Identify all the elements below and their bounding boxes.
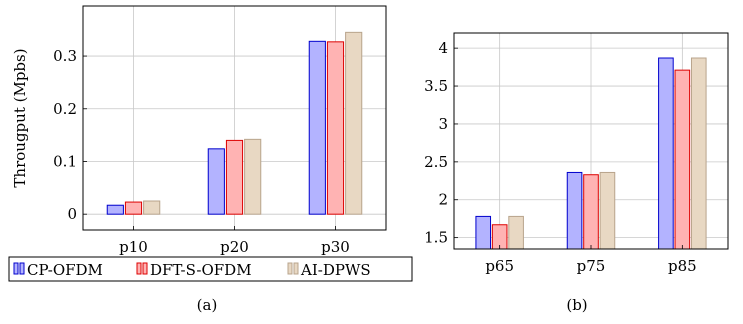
legend-item-dft-s-ofdm: DFT-S-OFDM [136,261,252,279]
legend-swatch [293,262,299,275]
y-tick-label: 0.1 [53,152,77,170]
y-tick-label: 3.5 [424,77,448,95]
bar-ai-dpws-p30 [345,31,363,215]
x-tick-label: p30 [321,238,350,256]
y-tick-label: 0.3 [53,47,77,65]
legend-item-cp-ofdm: CP-OFDM [13,261,103,279]
chart-b: 1.5 2 2.5 3 3.5 4 p65 p75 p85 [424,32,729,275]
legend-swatch [19,262,25,275]
bar-ai-dpws-p10 [143,200,161,215]
bar-cp-ofdm-p75 [566,171,583,250]
legend-swatch [13,262,19,275]
bar-ai-dpws-p65 [508,215,524,250]
y-tick-label: 4 [438,39,448,57]
legend-label: DFT-S-OFDM [150,261,252,279]
bar-ai-dpws-p20 [244,138,262,215]
legend-swatch [287,262,293,275]
bar-dft-s-ofdm-p85 [674,69,691,250]
caption-b: (b) [566,296,587,314]
y-axis-label: Througput (Mpbs) [11,48,29,187]
bar-cp-ofdm-p10 [106,204,124,215]
legend-item-ai-dpws: AI-DPWS [287,261,371,279]
bar-cp-ofdm-p65 [475,215,492,250]
y-tick-label: 0.2 [53,100,77,118]
bar-dft-s-ofdm-p20 [225,139,244,215]
legend-swatch [142,262,148,275]
plot-frame [82,5,387,231]
caption-a: (a) [197,296,218,314]
legend: CP-OFDM DFT-S-OFDM AI-DPWS [8,256,413,282]
x-tick-label: p20 [220,238,249,256]
bar-ai-dpws-p75 [599,171,616,250]
legend-swatch [136,262,142,275]
legend-box [8,256,413,282]
legend-label: AI-DPWS [300,261,371,279]
y-tick-label: 2 [438,191,448,209]
plot-frame [453,32,729,250]
x-tick-label: p85 [668,257,697,275]
bar-dft-s-ofdm-p10 [124,201,143,215]
x-tick-label: p65 [485,257,514,275]
bar-cp-ofdm-p20 [207,148,225,215]
bar-dft-s-ofdm-p30 [326,41,345,215]
y-tick-label: 1.5 [424,229,448,247]
bar-ai-dpws-p85 [690,57,707,250]
bar-cp-ofdm-p85 [658,57,674,250]
y-tick-label: 3 [438,115,448,133]
bar-cp-ofdm-p30 [308,40,326,215]
y-tick-label: 2.5 [424,153,448,171]
x-tick-label: p10 [119,238,148,256]
y-tick-label: 0 [67,205,77,223]
chart-a: 0 0.1 0.2 0.3 p10 p20 p30 Througput (Mpbs) [11,5,387,256]
x-tick-label: p75 [577,257,606,275]
legend-label: CP-OFDM [27,261,103,279]
bar-dft-s-ofdm-p75 [583,174,599,250]
